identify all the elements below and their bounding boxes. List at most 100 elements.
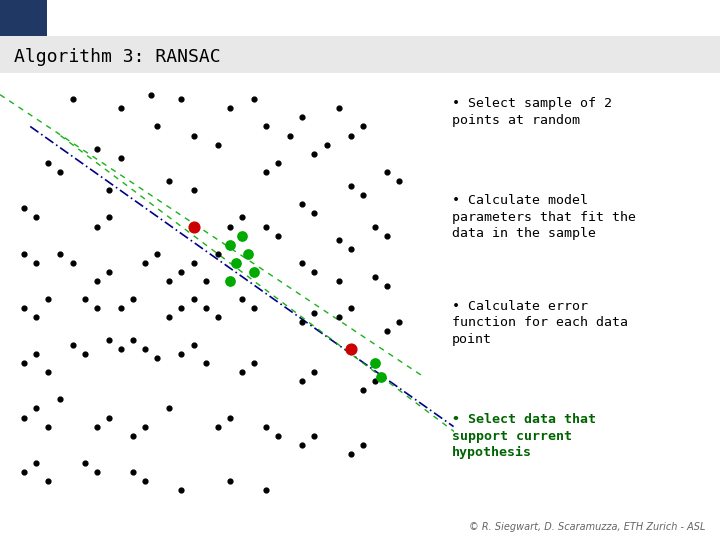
Point — [309, 150, 320, 158]
Bar — [0, 36, 720, 73]
Point — [188, 340, 199, 349]
Point — [297, 259, 308, 267]
Point — [176, 349, 187, 358]
Text: • Select sample of 2
points at random: • Select sample of 2 points at random — [452, 97, 612, 127]
Point — [261, 167, 272, 176]
Text: © R. Siegwart, D. Scaramuzza, ETH Zurich - ASL: © R. Siegwart, D. Scaramuzza, ETH Zurich… — [469, 522, 706, 531]
Point — [115, 154, 127, 163]
Point — [91, 468, 102, 476]
Point — [176, 304, 187, 313]
Point — [261, 122, 272, 131]
Point — [297, 199, 308, 208]
Point — [230, 259, 242, 267]
Point — [357, 191, 369, 199]
Point — [357, 386, 369, 395]
Point — [297, 113, 308, 122]
Point — [30, 313, 42, 322]
Point — [224, 222, 235, 231]
Point — [91, 222, 102, 231]
Point — [103, 186, 114, 194]
Point — [42, 295, 54, 303]
Point — [309, 268, 320, 276]
Point — [30, 458, 42, 467]
Point — [357, 441, 369, 449]
Point — [357, 122, 369, 131]
Point — [115, 304, 127, 313]
Point — [224, 477, 235, 485]
Point — [200, 277, 212, 286]
Point — [103, 413, 114, 422]
Point — [393, 177, 405, 185]
Point — [248, 95, 260, 104]
Point — [67, 340, 78, 349]
Point — [188, 259, 199, 267]
Point — [212, 313, 223, 322]
Point — [145, 90, 157, 99]
Point — [309, 208, 320, 217]
Point — [115, 104, 127, 113]
Point — [236, 295, 248, 303]
Point — [30, 213, 42, 222]
Point — [42, 422, 54, 431]
Point — [297, 441, 308, 449]
Text: Algorithm 3: RANSAC: Algorithm 3: RANSAC — [14, 48, 221, 66]
Point — [188, 295, 199, 303]
Point — [127, 431, 139, 440]
Point — [345, 304, 356, 313]
Point — [91, 277, 102, 286]
Point — [19, 304, 30, 313]
Point — [272, 159, 284, 167]
Point — [333, 313, 344, 322]
Point — [393, 318, 405, 326]
Point — [212, 140, 223, 149]
Point — [345, 345, 356, 354]
Point — [236, 368, 248, 376]
Point — [42, 477, 54, 485]
Text: • Calculate model
parameters that fit the
data in the sample: • Calculate model parameters that fit th… — [452, 194, 636, 240]
Point — [382, 327, 393, 335]
Point — [382, 231, 393, 240]
Point — [67, 95, 78, 104]
Point — [67, 259, 78, 267]
Point — [140, 345, 151, 354]
Point — [369, 377, 381, 386]
Point — [261, 222, 272, 231]
Point — [79, 458, 91, 467]
Point — [272, 431, 284, 440]
Point — [140, 477, 151, 485]
Point — [261, 422, 272, 431]
Point — [236, 213, 248, 222]
Point — [345, 245, 356, 254]
Point — [297, 318, 308, 326]
Point — [176, 486, 187, 495]
Point — [242, 249, 253, 258]
Point — [188, 186, 199, 194]
Point — [151, 122, 163, 131]
Point — [345, 181, 356, 190]
Point — [248, 304, 260, 313]
Point — [369, 272, 381, 281]
Point — [188, 131, 199, 140]
Point — [19, 204, 30, 213]
Point — [382, 167, 393, 176]
Point — [369, 222, 381, 231]
Point — [91, 304, 102, 313]
Point — [140, 259, 151, 267]
Point — [375, 372, 387, 381]
Point — [236, 231, 248, 240]
Point — [163, 404, 175, 413]
Point — [224, 277, 235, 286]
Point — [176, 268, 187, 276]
Point — [345, 131, 356, 140]
Point — [224, 104, 235, 113]
Point — [321, 140, 333, 149]
Point — [151, 249, 163, 258]
Point — [30, 259, 42, 267]
Bar — [0, 0, 47, 40]
Point — [55, 249, 66, 258]
Point — [382, 281, 393, 290]
Point — [297, 377, 308, 386]
Point — [309, 431, 320, 440]
Point — [188, 222, 199, 231]
Point — [19, 249, 30, 258]
